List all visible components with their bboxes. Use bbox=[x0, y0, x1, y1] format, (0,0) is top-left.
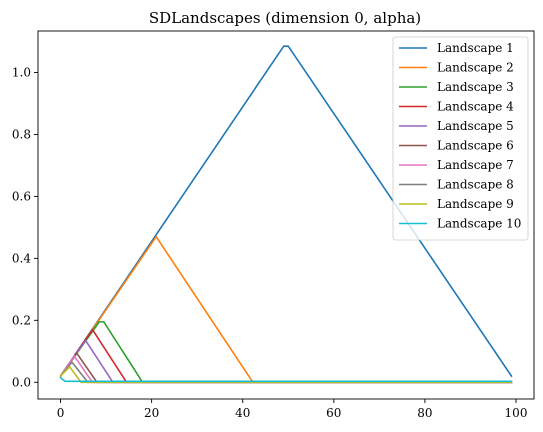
legend-label-9: Landscape 9 bbox=[437, 197, 514, 211]
legend-label-2: Landscape 2 bbox=[437, 61, 514, 75]
legend-label-6: Landscape 6 bbox=[437, 139, 514, 153]
legend-label-10: Landscape 10 bbox=[437, 217, 521, 231]
x-tick-label: 100 bbox=[505, 406, 528, 420]
legend-label-3: Landscape 3 bbox=[437, 80, 514, 94]
y-tick-label: 0.4 bbox=[12, 251, 31, 265]
chart-title: SDLandscapes (dimension 0, alpha) bbox=[149, 9, 421, 27]
x-tick-label: 40 bbox=[235, 406, 250, 420]
y-tick-label: 0.6 bbox=[12, 189, 31, 203]
legend-label-4: Landscape 4 bbox=[437, 100, 514, 114]
y-tick-label: 1.0 bbox=[12, 66, 31, 80]
y-tick-label: 0.0 bbox=[12, 375, 31, 389]
y-tick-label: 0.2 bbox=[12, 313, 31, 327]
series-line-6 bbox=[59, 352, 513, 384]
x-tick-label: 0 bbox=[57, 406, 65, 420]
x-tick-label: 80 bbox=[417, 406, 432, 420]
legend-label-7: Landscape 7 bbox=[437, 158, 514, 172]
legend-label-1: Landscape 1 bbox=[437, 41, 514, 55]
y-tick-label: 0.8 bbox=[12, 127, 31, 141]
series-line-10 bbox=[59, 376, 513, 383]
legend-label-8: Landscape 8 bbox=[437, 178, 514, 192]
x-tick-label: 60 bbox=[326, 406, 341, 420]
x-tick-label: 20 bbox=[144, 406, 159, 420]
legend-label-5: Landscape 5 bbox=[437, 119, 514, 133]
series-line-4 bbox=[59, 328, 513, 384]
series-line-8 bbox=[59, 361, 513, 384]
series-line-9 bbox=[59, 365, 513, 384]
legend: Landscape 1 Landscape 2 Landscape 3 Landsca… bbox=[392, 36, 529, 241]
series-line-3 bbox=[59, 321, 513, 384]
axis-layer: 0 20 40 60 80 100 0.0 0.2 0.4 0.6 0.8 1.0 bbox=[12, 66, 528, 420]
plot-frame bbox=[37, 30, 535, 400]
